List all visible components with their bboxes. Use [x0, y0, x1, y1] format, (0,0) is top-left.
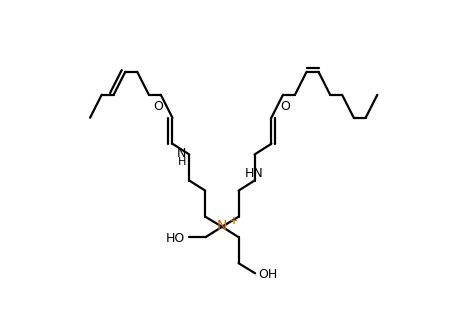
Text: HN: HN — [245, 167, 264, 180]
Text: N: N — [217, 219, 227, 233]
Text: +: + — [229, 216, 237, 226]
Text: O: O — [280, 99, 291, 112]
Text: HO: HO — [166, 232, 185, 245]
Text: OH: OH — [258, 268, 277, 281]
Text: N: N — [177, 147, 187, 160]
Text: H: H — [178, 157, 187, 167]
Text: O: O — [154, 99, 163, 112]
Text: +: + — [229, 216, 237, 226]
